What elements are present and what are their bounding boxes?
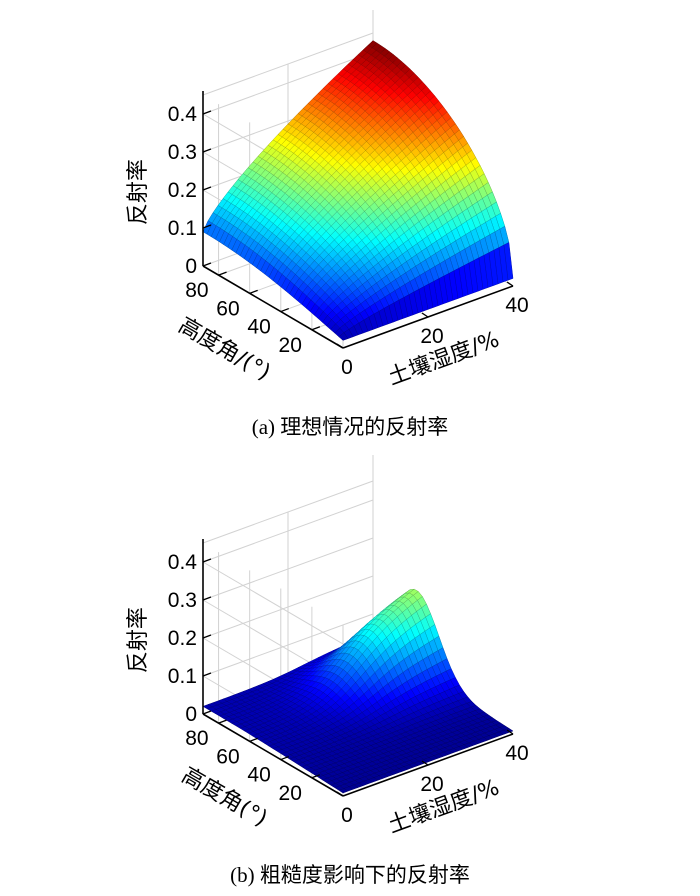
z-axis-label: 反射率 xyxy=(126,607,151,673)
x-tick-label: 20 xyxy=(420,325,443,348)
axes: 0 0.1 0.2 0.3 0.4 80 60 40 20 0 20 40 xyxy=(168,539,529,827)
y-tick-label: 80 xyxy=(185,727,208,750)
x-tick-label: 0 xyxy=(341,804,353,827)
y-tick-label: 80 xyxy=(185,279,208,302)
z-tick-label: 0.3 xyxy=(168,141,197,164)
x-axis-label: 土壤湿度/% xyxy=(385,775,503,838)
x-tick-label: 0 xyxy=(341,356,353,379)
axes: 0 0.1 0.2 0.3 0.4 80 60 40 20 0 20 40 xyxy=(168,91,529,379)
z-axis-label: 反射率 xyxy=(126,159,151,225)
y-tick-label: 20 xyxy=(279,782,302,805)
z-tick-label: 0.2 xyxy=(168,179,197,202)
z-tick-label: 0 xyxy=(185,703,197,726)
x-tick-label: 40 xyxy=(505,294,528,317)
figure-caption: (a) 理想情况的反射率 xyxy=(252,415,449,439)
y-tick-label: 60 xyxy=(216,297,239,320)
z-tick-label: 0.1 xyxy=(168,217,197,240)
z-tick-label: 0.1 xyxy=(168,665,197,688)
surface xyxy=(202,588,514,794)
figure-caption: (b) 粗糙度影响下的反射率 xyxy=(230,863,470,887)
y-tick-label: 20 xyxy=(279,334,302,357)
y-tick-label: 40 xyxy=(247,316,270,339)
surface xyxy=(202,40,514,341)
x-tick-label: 20 xyxy=(420,773,443,796)
z-tick-label: 0.4 xyxy=(168,103,198,126)
x-axis-label: 土壤湿度/% xyxy=(385,327,503,390)
z-tick-label: 0.4 xyxy=(168,551,198,574)
z-tick-label: 0.3 xyxy=(168,589,197,612)
z-tick-label: 0 xyxy=(185,255,197,278)
y-tick-label: 40 xyxy=(247,764,270,787)
y-tick-label: 60 xyxy=(216,745,239,768)
x-tick-label: 40 xyxy=(505,742,528,765)
z-tick-label: 0.2 xyxy=(168,627,197,650)
